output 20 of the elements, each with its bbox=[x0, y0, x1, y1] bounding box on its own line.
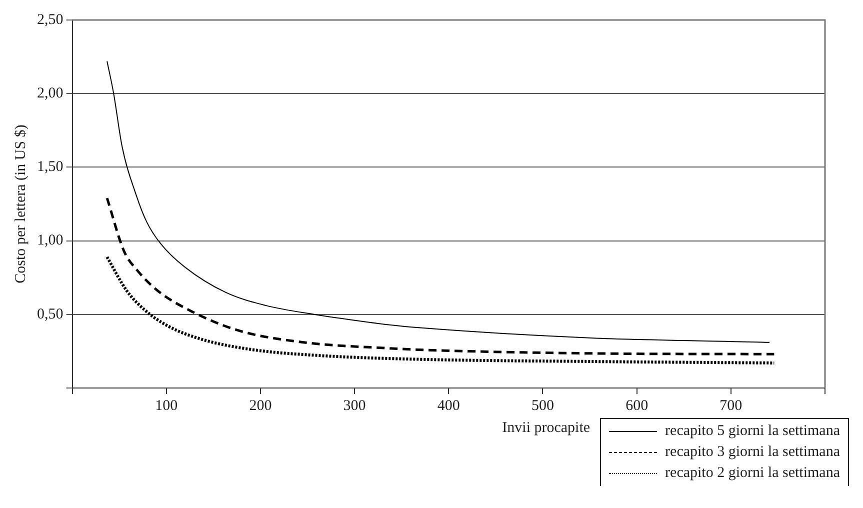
line-series bbox=[106, 255, 776, 364]
x-tick-label: 600 bbox=[626, 398, 648, 414]
legend-label: recapito 5 giorni la settimana bbox=[665, 422, 840, 441]
x-tick-label: 500 bbox=[531, 398, 554, 414]
x-axis-title: Invii procapite bbox=[502, 420, 590, 437]
legend-label: recapito 2 giorni la settimana bbox=[665, 464, 840, 483]
y-tick-label: 2,00 bbox=[37, 86, 64, 102]
x-tick-label: 700 bbox=[720, 398, 742, 414]
y-axis-title: Costo per lettera (in US $) bbox=[12, 124, 29, 284]
line-series bbox=[106, 196, 776, 356]
y-tick-label: 1,00 bbox=[37, 232, 64, 249]
y-tick-label: 0,50 bbox=[37, 306, 64, 322]
legend-label: recapito 3 giorni la settimana bbox=[665, 443, 840, 462]
x-tick-label: 400 bbox=[437, 398, 460, 414]
y-tick-label: 2,50 bbox=[37, 12, 64, 28]
x-tick-label: 200 bbox=[249, 398, 272, 414]
y-tick-label: 1,50 bbox=[37, 159, 64, 176]
x-tick-label: 300 bbox=[343, 398, 366, 414]
x-tick-label: 100 bbox=[155, 398, 178, 414]
line-series bbox=[106, 60, 770, 343]
